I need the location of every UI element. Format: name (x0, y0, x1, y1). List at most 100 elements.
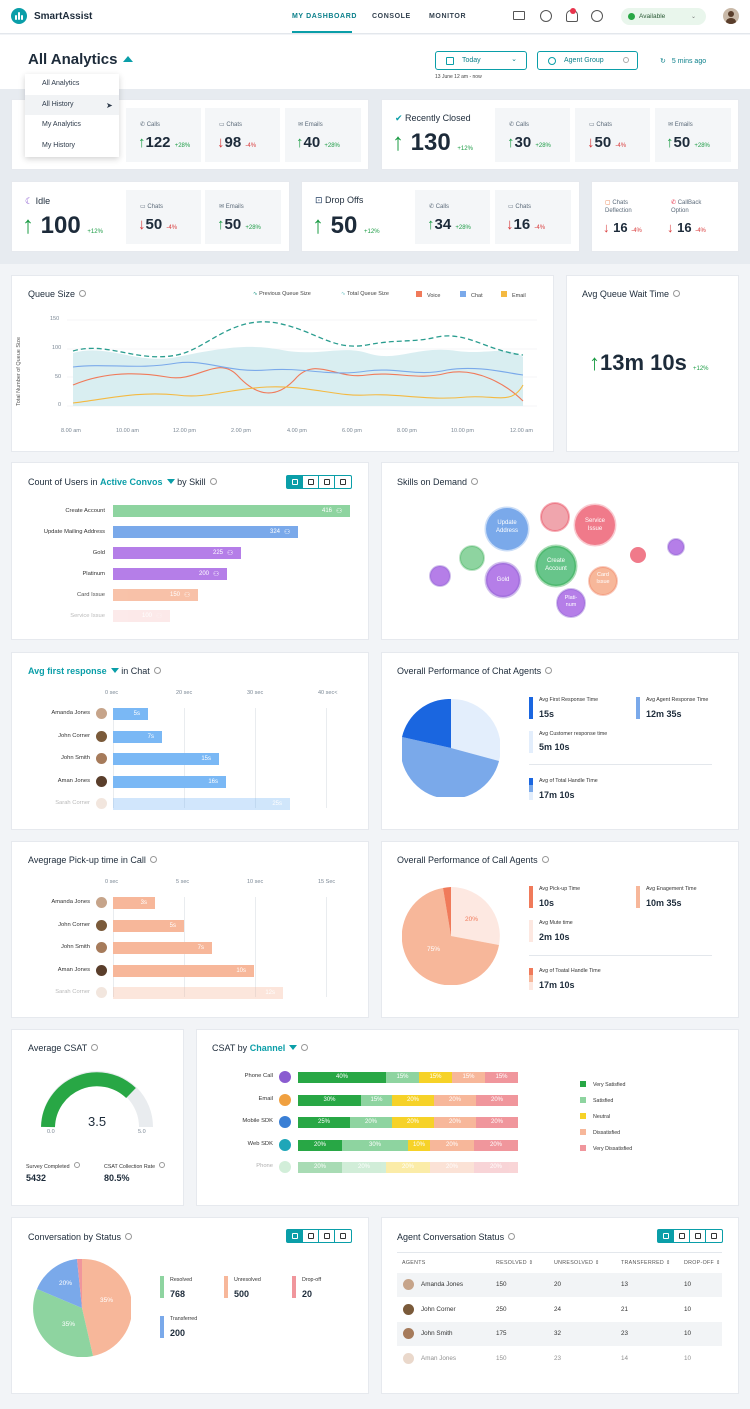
channel-toggle[interactable] (286, 475, 352, 489)
channel-toggle[interactable] (286, 1229, 352, 1243)
chats-label: ▭ Chats (219, 122, 243, 128)
skills-bubble-chart (429, 502, 685, 618)
info-icon (79, 290, 87, 297)
kpi-rc-chats (575, 108, 650, 162)
legend-bar (529, 778, 533, 785)
skill-bar: 324 (113, 526, 298, 538)
chat-bubble-icon: ▭ (140, 204, 148, 210)
legend-label: Very Satisfied (593, 1082, 626, 1088)
emails-label: ✉ Emails (298, 122, 323, 128)
menu-item-all-history[interactable]: All History (25, 94, 119, 115)
users-icon: ⚇ (336, 508, 343, 515)
pie-label: 35% (62, 1321, 76, 1328)
pie-slice (451, 887, 500, 945)
pie-label: 75% (427, 946, 441, 953)
agent-avatar (96, 753, 107, 764)
average-csat-title: Average CSAT (28, 1043, 99, 1053)
agent-name: John Corner (58, 921, 90, 928)
info-icon (541, 856, 549, 863)
nav-console[interactable]: CONSOLE (372, 13, 411, 20)
col-header-transferred[interactable]: TRANSFERRED ⇕ (621, 1260, 671, 1266)
table-cell: 21 (621, 1305, 629, 1313)
rc-calls-value: ↑30 +28% (507, 134, 551, 151)
nav-monitor[interactable]: MONITOR (429, 13, 467, 20)
active-convos-dropdown[interactable]: Active Convos (100, 477, 175, 487)
legend-chat: Chat (460, 291, 483, 299)
info-icon (545, 667, 553, 674)
kpi-card-deflection (591, 181, 739, 252)
brand[interactable]: SmartAssist (11, 8, 92, 24)
legend-bar (529, 886, 533, 908)
menu-item-my-analytics[interactable]: My Analytics (42, 121, 81, 128)
nav-my-dashboard[interactable]: MY DASHBOARD (292, 13, 358, 20)
agent-name: John Smith (61, 944, 90, 950)
table-row[interactable] (397, 1322, 722, 1346)
status-dropdown[interactable]: Available ⌄ (621, 8, 706, 25)
agent-avatar (96, 919, 107, 931)
csat-segment: 20% (342, 1162, 386, 1173)
legend-bar (529, 731, 533, 753)
menu-item-my-history[interactable]: My History (42, 141, 76, 149)
kpi-rc-calls (495, 108, 570, 162)
users-by-skill-title: Count of Users in Active Convos by Skill (28, 477, 217, 487)
info-icon (159, 1162, 166, 1168)
csat-segment: 20% (386, 1162, 430, 1173)
moon-icon: ☾ (25, 196, 36, 206)
csat-segment: 15% (361, 1094, 392, 1106)
legend-bar (529, 785, 533, 792)
survey-value: 5432 (26, 1173, 47, 1183)
bubble-small (667, 538, 685, 556)
mail-icon (335, 1230, 351, 1242)
table-row[interactable] (397, 1273, 722, 1297)
pickup-time-card (11, 841, 369, 1018)
col-header-resolved[interactable]: RESOLVED ⇕ (496, 1260, 534, 1266)
col-header-agents[interactable]: AGENTS (402, 1260, 426, 1266)
chat-icon (319, 1230, 335, 1242)
response-bar: 5s (113, 919, 184, 932)
last-refreshed[interactable]: ↻ 5 mins ago (660, 58, 707, 65)
menu-item-all-analytics[interactable]: All Analytics (42, 80, 80, 87)
table-cell: 13 (621, 1281, 629, 1288)
avg-queue-wait-title: Avg Queue Wait Time (582, 289, 681, 299)
drop-chats-value: ↓16 -4% (506, 216, 546, 233)
cursor-icon: ➤ (106, 101, 113, 110)
info-icon (673, 290, 681, 297)
idle-emails-value: ↑50 +28% (217, 216, 261, 233)
chat-icon[interactable] (540, 10, 552, 22)
xtick: 12.00 pm (173, 428, 196, 434)
page-title[interactable]: All Analytics (28, 51, 134, 68)
csat-segment: 20% (430, 1162, 474, 1173)
monitor-icon[interactable] (513, 11, 525, 20)
col-header-unresolved[interactable]: UNRESOLVED ⇕ (554, 1260, 600, 1266)
headset-icon (548, 57, 556, 65)
table-row[interactable] (397, 1346, 722, 1371)
skill-label: Platinum (82, 571, 105, 577)
help-icon[interactable] (591, 10, 603, 22)
channel-label: Mobile SDK (242, 1118, 273, 1124)
avatar[interactable] (723, 8, 739, 24)
agent-group-filter[interactable]: Agent Group (537, 51, 638, 70)
channel-label: Phone Call (244, 1073, 273, 1079)
table-row[interactable] (397, 1297, 722, 1322)
col-header-drop-off[interactable]: DROP-OFF ⇕ (684, 1260, 721, 1266)
legend-swatch (580, 1129, 586, 1135)
pie-slice (82, 1259, 131, 1356)
skill-bar: 416 (113, 505, 350, 517)
axis-tick: 30 sec (247, 690, 264, 696)
divider (529, 764, 712, 765)
queue-size-title: Queue Size (28, 289, 87, 299)
kpi-label: Drop-off (302, 1277, 322, 1283)
date-filter[interactable]: Today ⌄ (435, 51, 527, 70)
response-bar: 15s (113, 753, 219, 765)
kpi-value: 2m 10s (539, 932, 570, 942)
channel-dropdown[interactable]: Channel (250, 1043, 298, 1053)
users-icon: ⚇ (156, 613, 163, 620)
agent-name: Amanda Jones (421, 1281, 464, 1288)
rc-emails-label: ✉ Emails (668, 122, 693, 128)
agent-name: John Corner (421, 1305, 456, 1313)
kpi-label: Resolved (170, 1277, 193, 1283)
metric-dropdown[interactable]: Avg first response (28, 666, 119, 676)
chat-line (72, 361, 524, 376)
chevron-down-icon: ⌄ (511, 56, 517, 63)
channel-toggle[interactable] (657, 1229, 723, 1243)
